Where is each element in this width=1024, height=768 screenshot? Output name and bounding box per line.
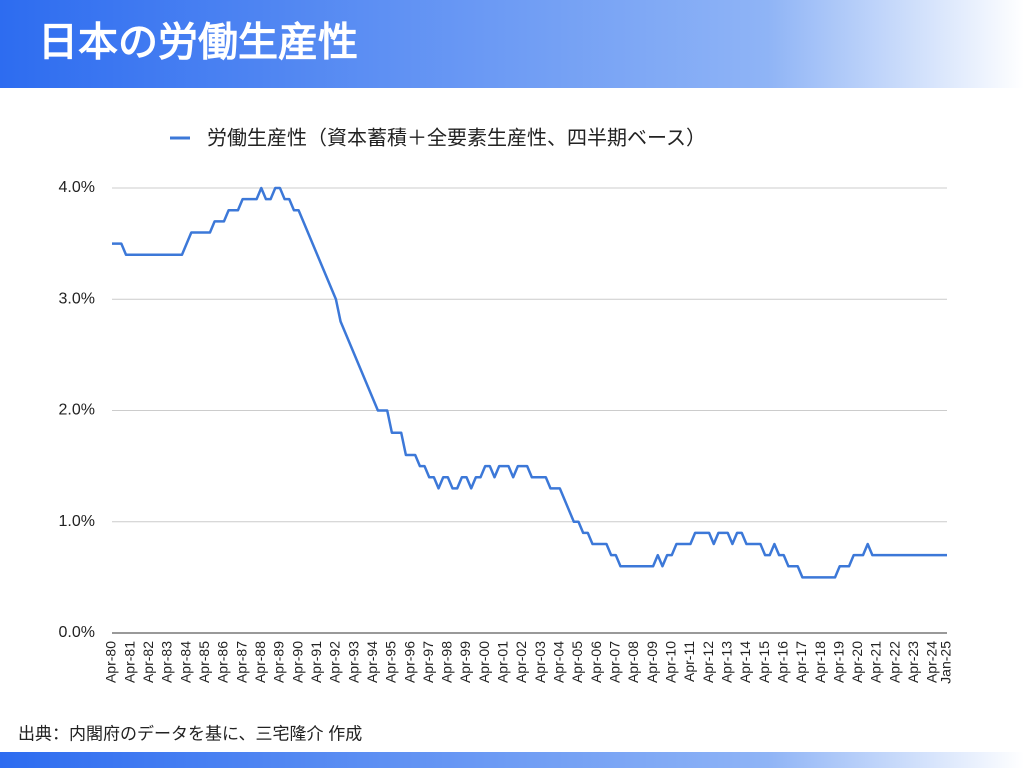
x-tick-label: Apr-06 [588,641,604,683]
x-tick-label: Apr-22 [886,641,902,683]
y-tick-label: 1.0% [59,513,95,530]
x-tick-label: Apr-95 [383,641,399,683]
chart: 0.0%1.0%2.0%3.0%4.0%Apr-80 Apr-81 Apr-82 Ap… [59,126,954,684]
x-tick-label: Apr-90 [289,641,305,683]
x-tick-label: Apr-18 [812,641,828,683]
x-tick-label: Apr-83 [159,641,175,683]
x-tick-label: Apr-21 [868,641,884,683]
x-tick-label: Apr-84 [177,641,193,683]
x-tick-label: Apr-86 [215,641,231,683]
x-tick-label: Apr-16 [774,641,790,683]
footer-bar [0,752,1024,768]
x-tick-label: Apr-14 [737,641,753,683]
legend-label: 労働生産性（資本蓄積＋全要素生産性、四半期ベース） [207,126,706,149]
y-tick-label: 3.0% [59,290,95,307]
slide-title: 日本の労働生産性 [38,21,358,65]
x-tick-label: Apr-12 [700,641,716,683]
x-tick-label: Apr-89 [271,641,287,683]
x-tick-label: Apr-13 [718,641,734,683]
x-tick-label: Apr-00 [476,641,492,683]
source-note: 出典：内閣府のデータを基に、三宅隆介 作成 [18,723,362,743]
x-tick-label: Apr-99 [457,641,473,683]
x-tick-label: Apr-11 [681,641,697,682]
x-tick-label: Apr-01 [495,641,511,683]
series-line [112,186,947,579]
x-tick-label: Apr-94 [364,641,380,683]
x-tick-label: Apr-03 [532,641,548,683]
x-tick-label: Apr-98 [439,641,455,683]
x-tick-label: Apr-20 [849,641,865,683]
y-tick-label: 0.0% [59,624,95,641]
x-tick-label: Apr-17 [793,641,809,683]
x-tick-label: Apr-15 [756,641,772,683]
x-tick-label: Apr-96 [401,641,417,683]
x-tick-label: Apr-09 [644,641,660,683]
x-tick-label: Apr-08 [625,641,641,683]
x-tick-label: Apr-24 [924,641,940,683]
x-tick-label: Apr-05 [569,641,585,683]
x-tick-label: Apr-93 [345,641,361,683]
x-tick-label: Apr-88 [252,641,268,683]
x-tick-label: Apr-80 [103,641,119,683]
x-tick-label: Apr-87 [233,641,249,683]
x-tick-label: Apr-07 [607,641,623,683]
x-tick-label: Apr-92 [327,641,343,683]
x-tick-label: Apr-82 [140,641,156,683]
x-tick-label: Apr-04 [551,641,567,683]
y-tick-label: 2.0% [59,402,95,419]
y-tick-label: 4.0% [59,179,95,196]
x-tick-label: Apr-23 [905,641,921,683]
x-tick-label: Apr-02 [513,641,529,683]
x-tick-label: Apr-91 [308,641,324,683]
x-tick-label: Jan-25 [938,641,954,684]
x-tick-label: Apr-85 [196,641,212,683]
header-bar [0,0,1024,88]
x-tick-label: Apr-97 [420,641,436,683]
x-tick-label: Apr-81 [121,641,137,683]
x-tick-label: Apr-10 [662,641,678,683]
x-tick-label: Apr-19 [830,641,846,683]
